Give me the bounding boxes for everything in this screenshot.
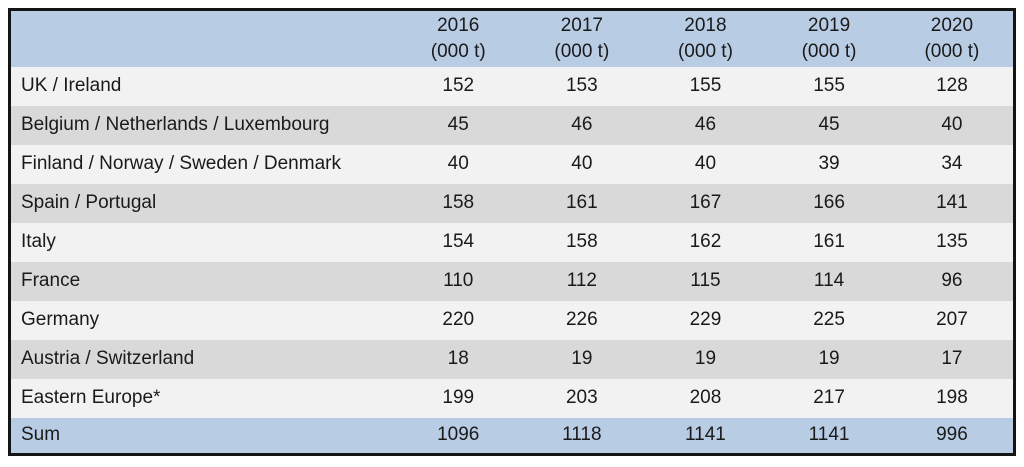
value-cell: 34 (941, 153, 963, 174)
row-label: Sum (21, 424, 61, 446)
col-header-2016: 2016 (000 t) (396, 10, 520, 67)
unit-label: (000 t) (801, 40, 857, 62)
year-label: 2020 (930, 14, 974, 36)
table-row-nordics: Finland / Norway / Sweden / Denmark 40 4… (9, 144, 1015, 184)
table-row-austria-switzerland: Austria / Switzerland 18 19 19 19 17 (9, 339, 1015, 379)
row-label: Finland / Norway / Sweden / Denmark (21, 153, 341, 174)
row-label: Italy (21, 231, 56, 252)
value-cell: 40 (447, 153, 469, 174)
value-cell: 152 (442, 75, 475, 96)
value-cell: 996 (936, 424, 968, 446)
value-cell: 1141 (685, 424, 726, 446)
col-header-2019: 2019 (000 t) (767, 10, 891, 67)
unit-label: (000 t) (924, 40, 980, 62)
row-label: UK / Ireland (21, 75, 122, 96)
row-label: France (21, 270, 81, 291)
value-cell: 154 (442, 231, 475, 252)
col-header-2020: 2020 (000 t) (891, 10, 1015, 67)
value-cell: 208 (689, 387, 722, 408)
year-label: 2017 (560, 14, 603, 36)
table-header: 2016 (000 t) 2017 (000 t) 2018 (000 t) 2… (9, 9, 1015, 67)
value-cell: 217 (813, 387, 845, 408)
value-cell: 112 (566, 270, 597, 291)
value-cell: 40 (941, 114, 963, 135)
table-row-sum: Sum 1096 1118 1141 1141 996 (9, 417, 1015, 455)
table-body: UK / Ireland 152 153 155 155 128 Belgium… (9, 66, 1015, 455)
value-cell: 110 (443, 270, 474, 291)
row-label: Germany (21, 309, 100, 330)
unit-label: (000 t) (554, 40, 610, 62)
col-header-2017: 2017 (000 t) (520, 10, 644, 67)
value-cell: 135 (936, 231, 968, 252)
value-cell: 229 (689, 309, 722, 330)
year-label: 2018 (684, 14, 727, 36)
row-label: Belgium / Netherlands / Luxembourg (21, 114, 330, 135)
value-cell: 161 (565, 192, 598, 213)
value-cell: 46 (571, 114, 593, 135)
value-cell: 158 (565, 231, 598, 252)
value-cell: 40 (694, 153, 717, 174)
value-cell: 199 (442, 387, 475, 408)
value-cell: 158 (442, 192, 475, 213)
value-cell: 207 (936, 309, 968, 330)
value-cell: 167 (689, 192, 722, 213)
value-cell: 220 (442, 309, 475, 330)
value-cell: 141 (936, 192, 968, 213)
table-row-italy: Italy 154 158 162 161 135 (9, 222, 1015, 262)
table-row-france: France 110 112 115 114 96 (9, 261, 1015, 301)
value-cell: 18 (447, 348, 469, 369)
value-cell: 128 (936, 75, 968, 96)
value-cell: 1118 (562, 424, 602, 446)
value-cell: 45 (818, 114, 840, 135)
value-cell: 96 (941, 270, 963, 291)
year-label: 2019 (807, 14, 851, 36)
value-cell: 161 (813, 231, 845, 252)
table-row-benelux: Belgium / Netherlands / Luxembourg 45 46… (9, 105, 1015, 145)
value-cell: 1141 (808, 424, 850, 446)
value-cell: 203 (565, 387, 598, 408)
corner-cell (10, 10, 397, 67)
value-cell: 19 (571, 348, 593, 369)
table-row-uk-ireland: UK / Ireland 152 153 155 155 128 (9, 66, 1015, 106)
value-cell: 19 (818, 348, 840, 369)
value-cell: 1096 (437, 424, 480, 446)
regional-volume-table: 2016 (000 t) 2017 (000 t) 2018 (000 t) 2… (8, 8, 1016, 456)
table-row-germany: Germany 220 226 229 225 207 (9, 300, 1015, 340)
value-cell: 198 (936, 387, 968, 408)
value-cell: 19 (694, 348, 717, 369)
value-cell: 155 (813, 75, 845, 96)
unit-label: (000 t) (430, 40, 486, 62)
value-cell: 225 (813, 309, 845, 330)
year-label: 2016 (437, 14, 480, 36)
value-cell: 39 (818, 153, 840, 174)
value-cell: 153 (565, 75, 598, 96)
header-row: 2016 (000 t) 2017 (000 t) 2018 (000 t) 2… (9, 9, 1015, 67)
value-cell: 226 (565, 309, 598, 330)
value-cell: 162 (689, 231, 722, 252)
row-label: Austria / Switzerland (21, 348, 195, 369)
value-cell: 115 (690, 270, 721, 291)
unit-label: (000 t) (677, 40, 733, 62)
value-cell: 45 (447, 114, 469, 135)
value-cell: 166 (813, 192, 845, 213)
row-label: Eastern Europe* (21, 387, 161, 408)
col-header-2018: 2018 (000 t) (644, 10, 768, 67)
table-row-eastern-europe: Eastern Europe* 199 203 208 217 198 (9, 378, 1015, 418)
table-row-iberia: Spain / Portugal 158 161 167 166 141 (9, 183, 1015, 223)
value-cell: 114 (813, 270, 845, 291)
value-cell: 17 (941, 348, 963, 369)
row-label: Spain / Portugal (21, 192, 157, 213)
value-cell: 46 (694, 114, 717, 135)
value-cell: 40 (571, 153, 593, 174)
value-cell: 155 (689, 75, 722, 96)
